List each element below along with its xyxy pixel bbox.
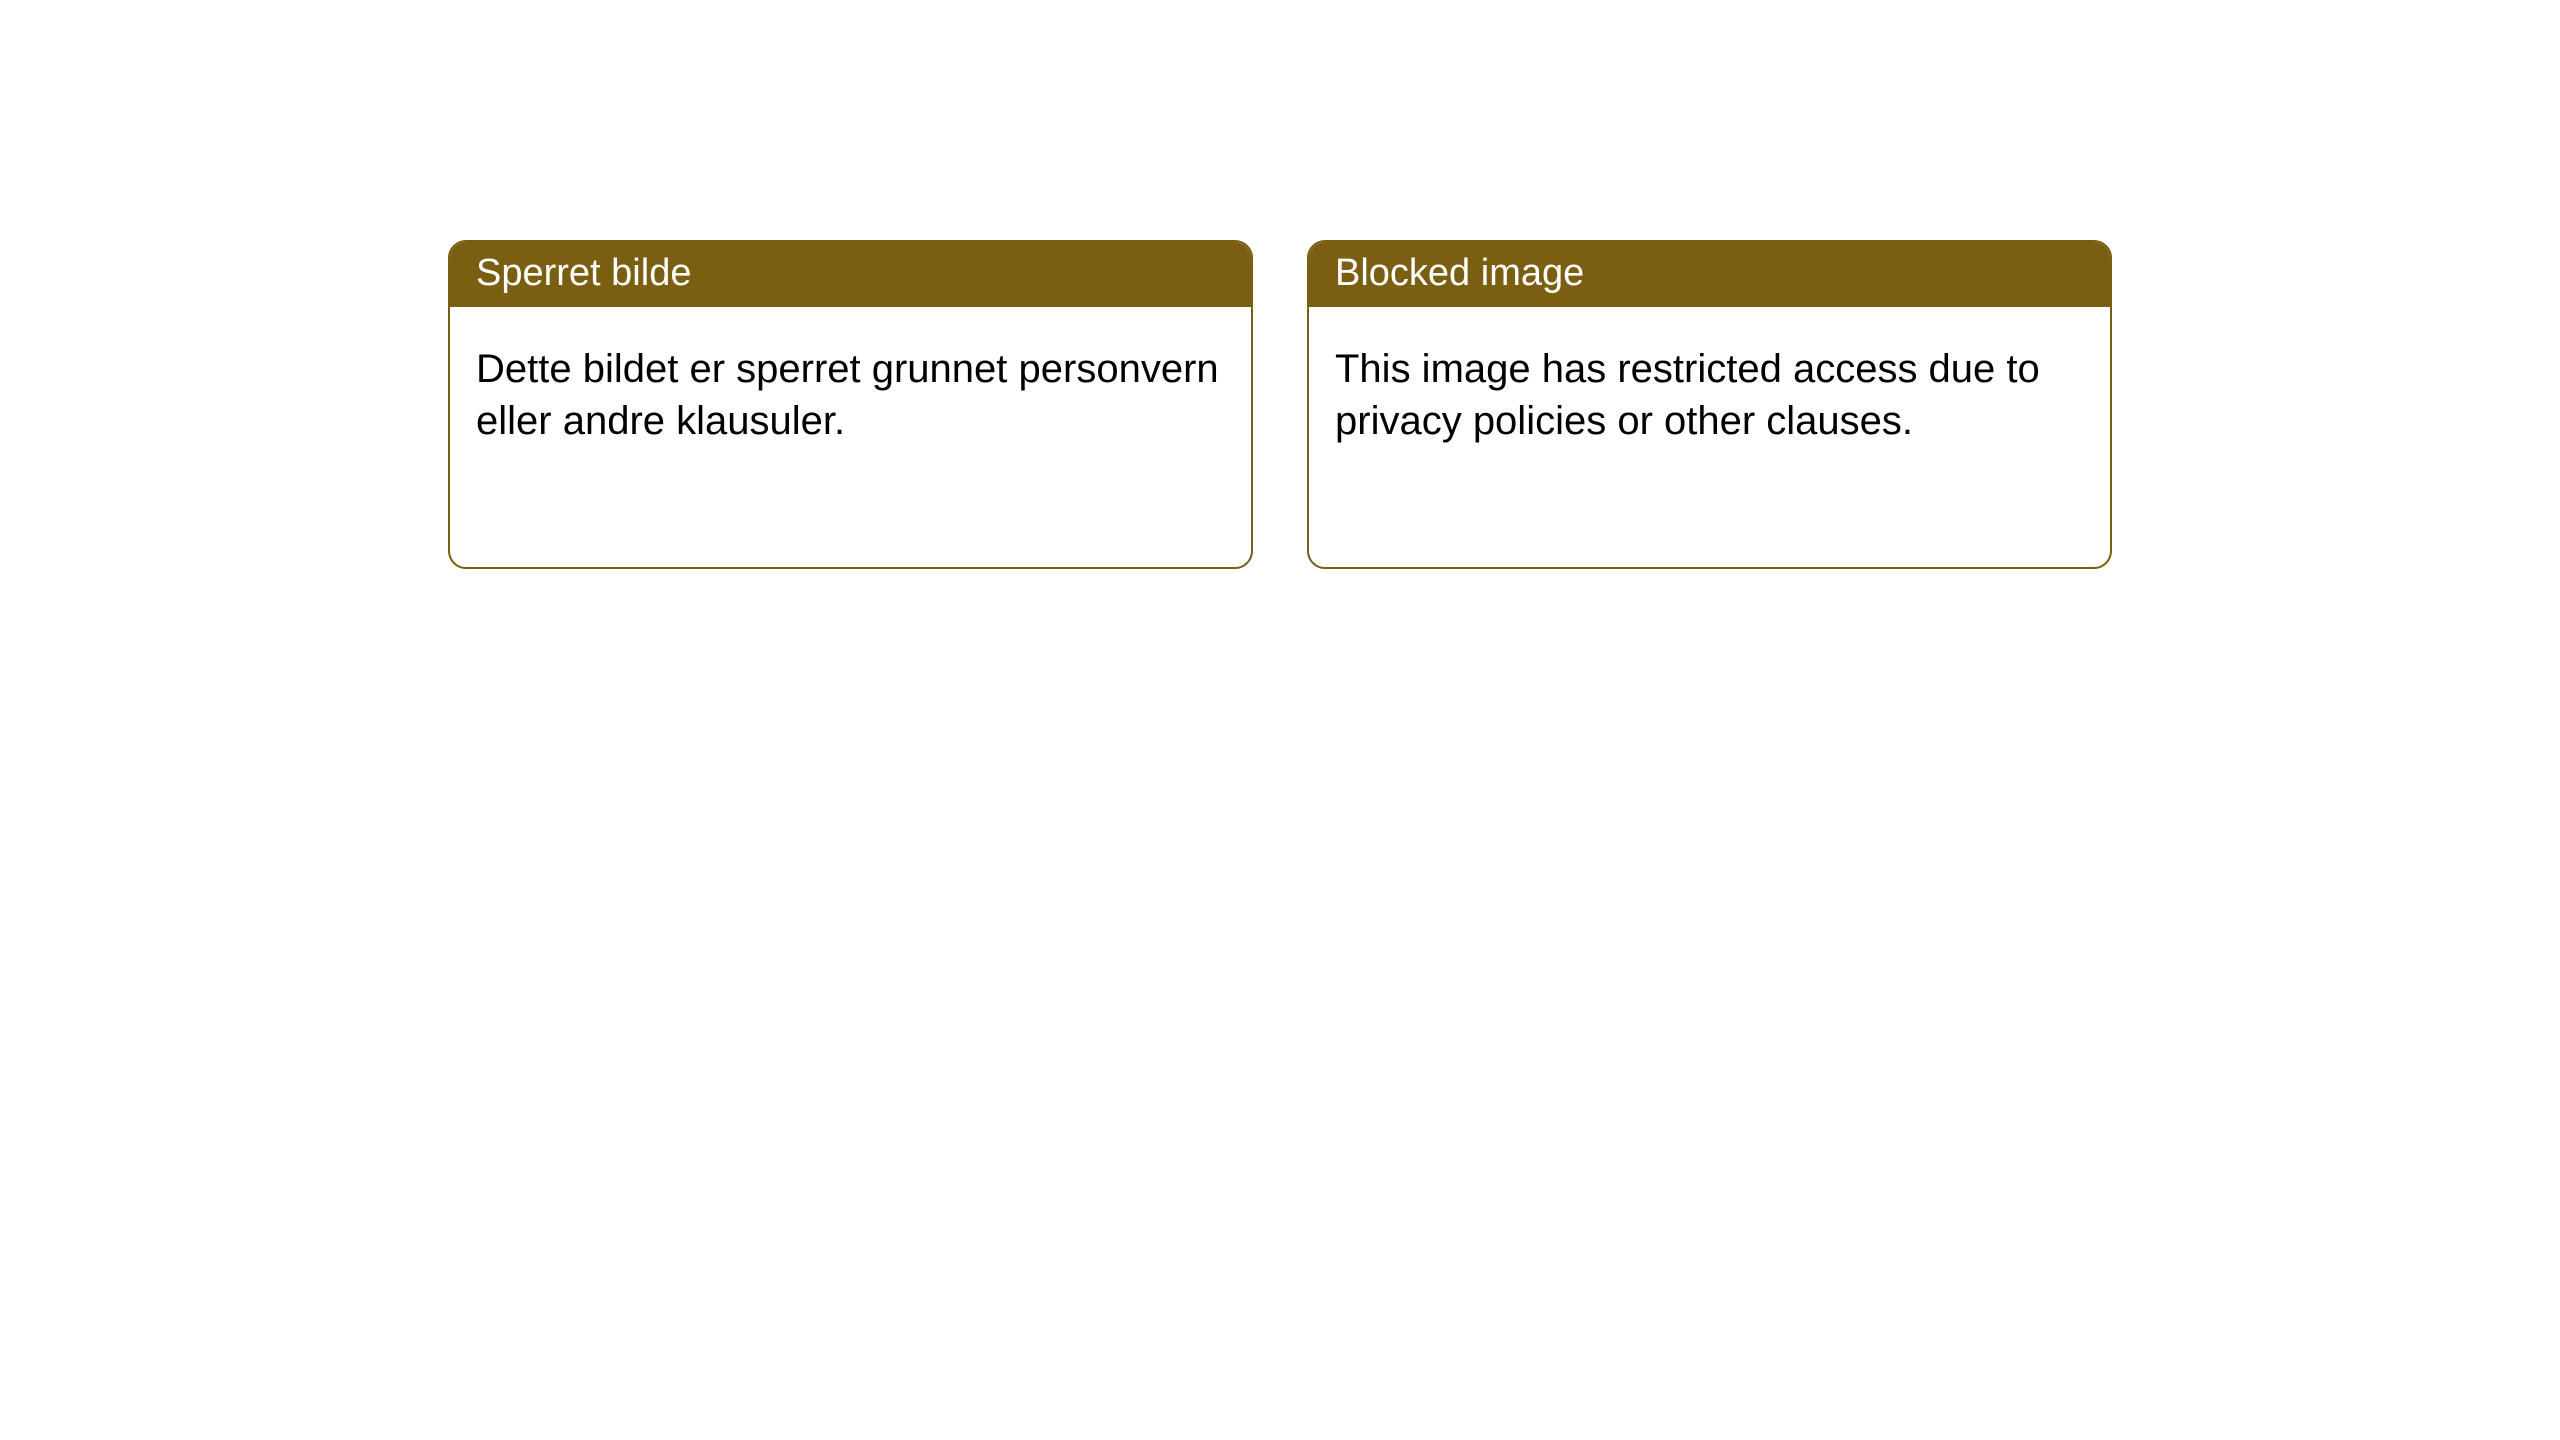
notice-card-norwegian: Sperret bilde Dette bildet er sperret gr… — [448, 240, 1253, 569]
notice-card-body: Dette bildet er sperret grunnet personve… — [450, 307, 1251, 567]
notice-card-title: Blocked image — [1309, 242, 2110, 307]
notice-card-english: Blocked image This image has restricted … — [1307, 240, 2112, 569]
notice-card-body: This image has restricted access due to … — [1309, 307, 2110, 567]
notice-container: Sperret bilde Dette bildet er sperret gr… — [0, 0, 2560, 569]
notice-card-title: Sperret bilde — [450, 242, 1251, 307]
